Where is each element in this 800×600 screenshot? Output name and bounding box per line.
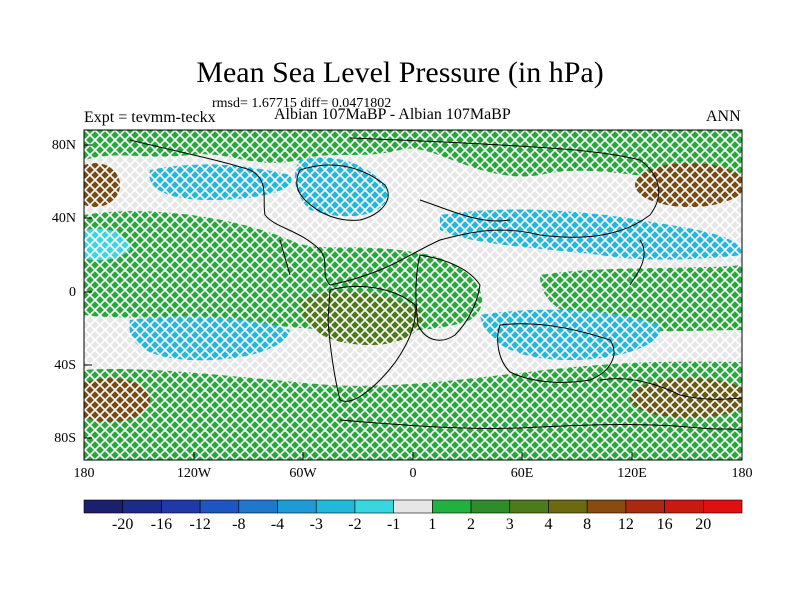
colorbar-swatch bbox=[238, 499, 278, 514]
colorbar bbox=[83, 499, 743, 514]
season-label: ANN bbox=[706, 108, 741, 125]
colorbar-tick-label: 3 bbox=[505, 516, 514, 533]
coastlines bbox=[129, 137, 742, 431]
colorbar-swatch bbox=[277, 499, 317, 514]
lat-label-40n: 40N bbox=[51, 211, 76, 226]
colorbar-swatch bbox=[548, 499, 588, 514]
lon-label-0: 0 bbox=[409, 466, 417, 481]
colorbar-tick-label: -4 bbox=[270, 516, 285, 533]
lon-label-60e: 60E bbox=[510, 466, 534, 481]
colorbar-swatch bbox=[625, 499, 665, 514]
colorbar-tick-label: -8 bbox=[232, 516, 246, 533]
colorbar-swatch bbox=[199, 499, 240, 514]
lon-label-120e: 120E bbox=[617, 466, 647, 481]
lon-label-180e: 180 bbox=[731, 466, 753, 481]
colorbar-swatch bbox=[702, 499, 743, 514]
axis-ticks bbox=[83, 144, 743, 460]
stipple-hatching bbox=[84, 130, 742, 460]
colorbar-swatch bbox=[393, 499, 433, 514]
colorbar-swatch bbox=[586, 499, 627, 514]
colorbar-tick-label: 1 bbox=[428, 516, 437, 533]
lat-label-80n: 80N bbox=[51, 138, 76, 153]
lon-label-60w: 60W bbox=[289, 466, 317, 481]
colorbar-tick-label: 16 bbox=[656, 516, 673, 533]
colorbar-tick-label: -16 bbox=[150, 516, 173, 533]
colorbar-swatch bbox=[664, 499, 704, 514]
colorbar-tick-label: 2 bbox=[467, 516, 476, 533]
colorbar-tick-label: -20 bbox=[112, 516, 134, 533]
lat-label-80s: 80S bbox=[54, 431, 76, 446]
colorbar-tick-label: -1 bbox=[386, 516, 401, 533]
colorbar-swatch bbox=[315, 499, 356, 514]
experiment-label: Expt = tevmm-teckx bbox=[84, 109, 216, 126]
colorbar-tick-label: 12 bbox=[617, 516, 634, 533]
lat-label-0: 0 bbox=[69, 285, 76, 300]
plot-title: Mean Sea Level Pressure (in hPa) bbox=[196, 56, 604, 89]
colorbar-swatch bbox=[83, 499, 124, 514]
colorbar-swatch bbox=[122, 499, 162, 514]
colorbar-tick-label: 20 bbox=[695, 516, 712, 533]
colorbar-tick-label: -12 bbox=[189, 516, 211, 533]
lat-label-40s: 40S bbox=[54, 358, 76, 373]
colorbar-swatch bbox=[509, 499, 549, 514]
comparison-label: Albian 107MaBP - Albian 107MaBP bbox=[274, 106, 511, 123]
colorbar-tick-label: -3 bbox=[309, 516, 323, 533]
colorbar-swatch bbox=[432, 499, 472, 514]
colorbar-tick-label: -2 bbox=[348, 516, 362, 533]
colorbar-swatch bbox=[470, 499, 511, 514]
stats-line: rmsd= 1.67715 diff= 0.0471802 bbox=[212, 96, 392, 111]
colorbar-tick-label: 8 bbox=[583, 516, 592, 533]
colorbar-swatch bbox=[354, 499, 394, 514]
colorbar-swatch bbox=[161, 499, 201, 514]
lon-label-120w: 120W bbox=[176, 466, 212, 481]
lon-label-180w: 180 bbox=[73, 466, 95, 481]
pressure-field bbox=[84, 130, 742, 460]
colorbar-tick-label: 4 bbox=[544, 516, 553, 533]
